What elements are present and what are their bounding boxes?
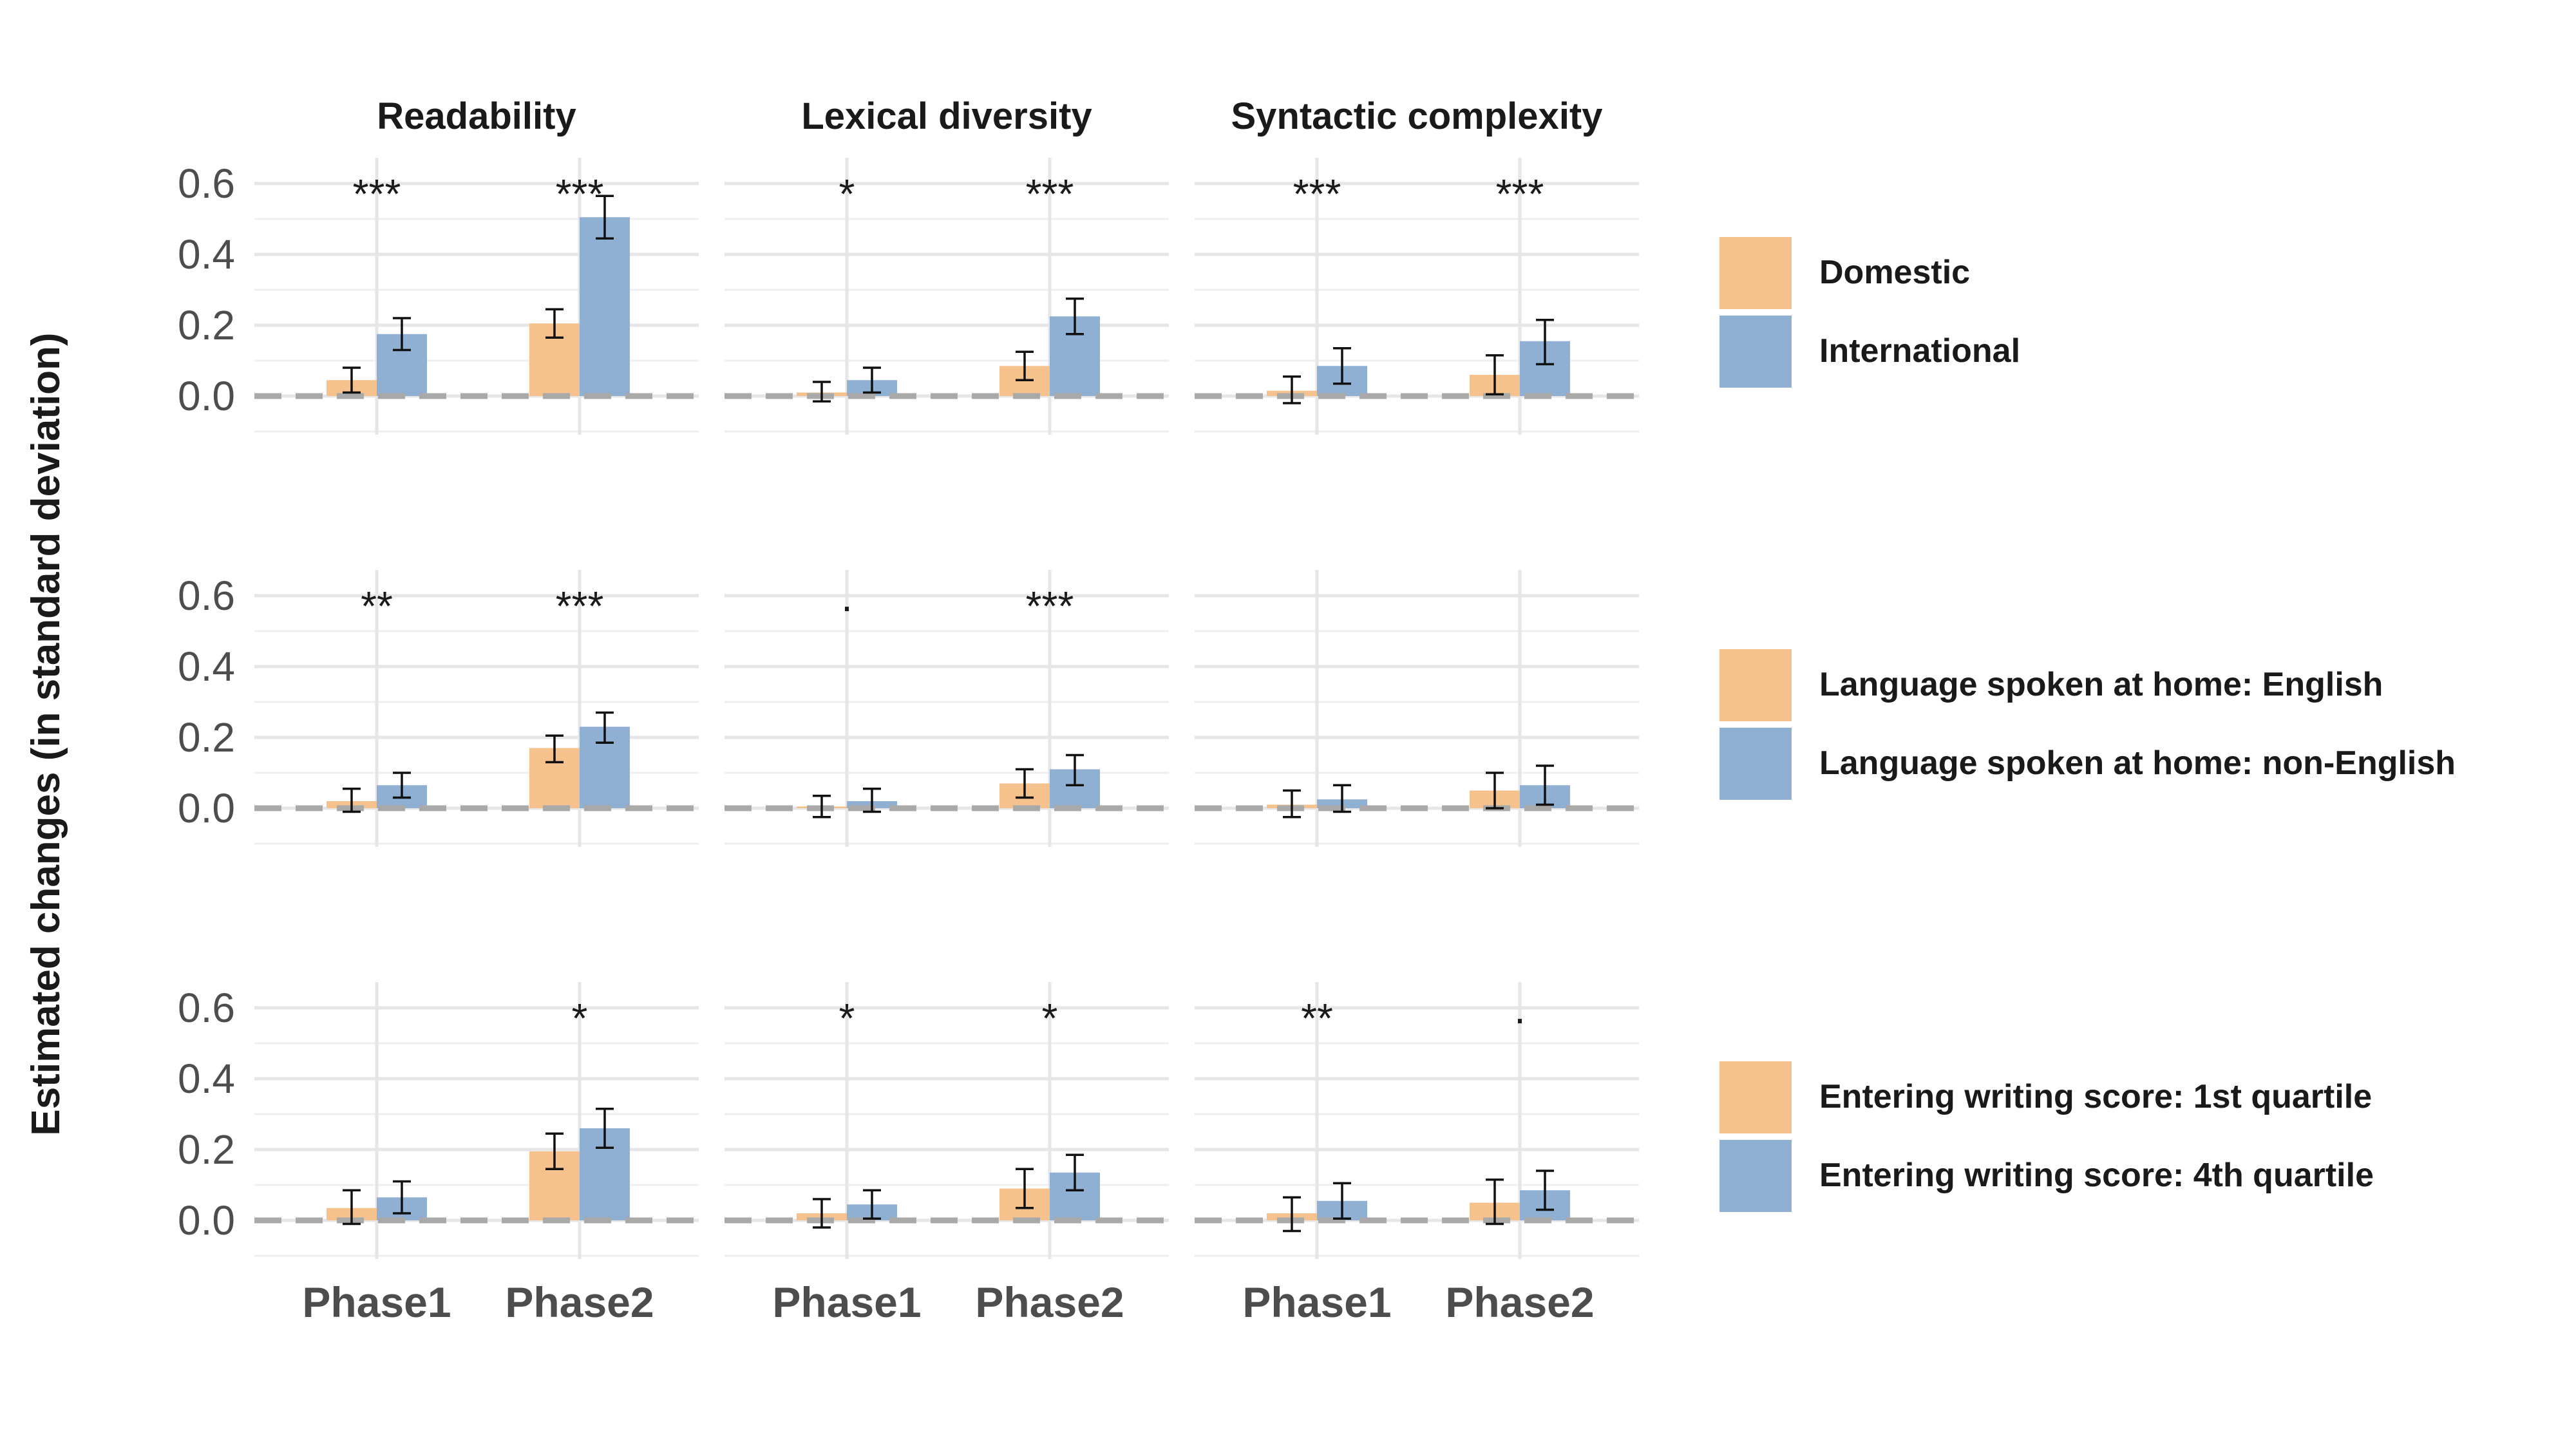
legend-swatch: [1719, 1140, 1792, 1212]
legend-label: Language spoken at home: English: [1819, 666, 2383, 703]
significance-label: ***: [556, 171, 604, 217]
legend-label: Entering writing score: 1st quartile: [1819, 1078, 2372, 1115]
significance-label: **: [361, 583, 393, 629]
y-tick-label: 0.6: [178, 985, 235, 1031]
significance-label: **: [1301, 995, 1333, 1041]
significance-label: ***: [1026, 171, 1074, 217]
legend-swatch: [1719, 237, 1792, 309]
significance-label: ***: [1496, 171, 1544, 217]
significance-label: *: [839, 171, 855, 217]
significance-label: *: [839, 995, 855, 1041]
y-tick-label: 0.0: [178, 373, 235, 419]
facet-title: Readability: [377, 95, 576, 137]
facet-title: Lexical diversity: [801, 95, 1092, 137]
x-tick-label: Phase1: [302, 1278, 451, 1326]
facet-title: Syntactic complexity: [1231, 95, 1603, 137]
y-tick-label: 0.2: [178, 1126, 235, 1173]
y-tick-label: 0.6: [178, 160, 235, 207]
x-tick-label: Phase1: [1242, 1278, 1391, 1326]
x-tick-label: Phase2: [975, 1278, 1124, 1326]
significance-label: *: [572, 995, 588, 1041]
significance-label: ***: [353, 171, 401, 217]
y-axis-label: Estimated changes (in standard deviation…: [24, 332, 68, 1135]
legend-swatch: [1719, 728, 1792, 800]
y-tick-label: 0.0: [178, 1197, 235, 1244]
plot-area: Readability Lexical diversity Syntactic co…: [178, 95, 1639, 1326]
y-tick-label: 0.2: [178, 714, 235, 761]
y-tick-label: 0.4: [178, 1056, 235, 1102]
x-tick-label: Phase2: [1445, 1278, 1594, 1326]
x-tick-label: Phase1: [772, 1278, 921, 1326]
y-tick-label: 0.6: [178, 573, 235, 619]
y-tick-label: 0.4: [178, 643, 235, 690]
significance-label: ·: [1513, 995, 1526, 1041]
y-tick-label: 0.2: [178, 302, 235, 348]
y-tick-label: 0.0: [178, 785, 235, 831]
legend: Domestic International Language spoken at …: [1719, 237, 2456, 1212]
significance-label: ***: [1293, 171, 1341, 217]
significance-label: *: [1042, 995, 1058, 1041]
legend-label: Entering writing score: 4th quartile: [1819, 1157, 2374, 1194]
y-tick-label: 0.4: [178, 231, 235, 278]
significance-label: ***: [556, 583, 604, 629]
legend-label: International: [1819, 332, 2020, 370]
significance-label: ***: [1026, 583, 1074, 629]
legend-swatch: [1719, 316, 1792, 388]
legend-swatch: [1719, 649, 1792, 721]
x-tick-label: Phase2: [505, 1278, 654, 1326]
legend-swatch: [1719, 1061, 1792, 1133]
legend-label: Language spoken at home: non-English: [1819, 744, 2456, 782]
significance-label: ·: [840, 583, 853, 629]
bar-group-b: [580, 217, 630, 396]
legend-label: Domestic: [1819, 254, 1970, 291]
